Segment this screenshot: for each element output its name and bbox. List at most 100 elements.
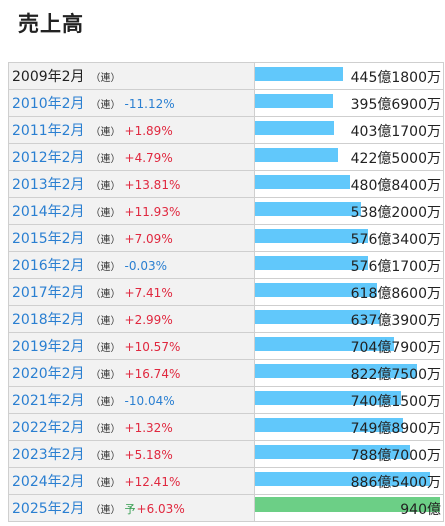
revenue-bar	[255, 94, 333, 108]
basis-label: （連）	[90, 343, 121, 354]
period-label[interactable]: 2015年2月	[12, 231, 85, 247]
period-label[interactable]: 2014年2月	[12, 204, 85, 220]
bar-cell: 538億2000万	[254, 197, 444, 225]
period-label[interactable]: 2023年2月	[12, 447, 85, 463]
bar-cell: 422億5000万	[254, 143, 444, 171]
table-row: 2025年2月 （連） 予+6.03% 940億	[8, 494, 444, 522]
period-label[interactable]: 2022年2月	[12, 420, 85, 436]
bar-cell: 576億1700万	[254, 251, 444, 279]
value-label: 886億5400万	[350, 475, 441, 491]
basis-label: （連）	[90, 478, 121, 489]
period-label[interactable]: 2012年2月	[12, 150, 85, 166]
change-rate: +2.99%	[124, 313, 173, 327]
basis-label: （連）	[90, 505, 121, 516]
row-label: 2025年2月 （連） 予+6.03%	[8, 494, 255, 522]
change-rate: +5.18%	[124, 448, 173, 462]
table-row: 2021年2月 （連） -10.04% 740億1500万	[8, 386, 444, 414]
revenue-bar	[255, 472, 430, 486]
basis-label: （連）	[90, 289, 121, 300]
change-rate: -10.04%	[124, 394, 175, 408]
row-label: 2009年2月 （連）	[8, 62, 255, 90]
period-label[interactable]: 2025年2月	[12, 501, 85, 517]
revenue-table: 2009年2月 （連） 445億1800万 2010年2月 （連） -11.12% 395億…	[8, 62, 444, 522]
period-label[interactable]: 2010年2月	[12, 96, 85, 112]
bar-cell: 704億7900万	[254, 332, 444, 360]
change-rate: +7.41%	[124, 286, 173, 300]
change-rate: +1.89%	[124, 124, 173, 138]
row-label: 2016年2月 （連） -0.03%	[8, 251, 255, 279]
table-row: 2019年2月 （連） +10.57% 704億7900万	[8, 332, 444, 360]
basis-label: （連）	[90, 73, 121, 84]
bar-cell: 637億3900万	[254, 305, 444, 333]
row-label: 2023年2月 （連） +5.18%	[8, 440, 255, 468]
row-label: 2014年2月 （連） +11.93%	[8, 197, 255, 225]
row-label: 2013年2月 （連） +13.81%	[8, 170, 255, 198]
bar-cell: 618億8600万	[254, 278, 444, 306]
value-label: 422億5000万	[350, 151, 441, 167]
bar-cell: 940億	[254, 494, 444, 522]
table-row: 2015年2月 （連） +7.09% 576億3400万	[8, 224, 444, 252]
bar-cell: 749億8900万	[254, 413, 444, 441]
row-label: 2021年2月 （連） -10.04%	[8, 386, 255, 414]
change-rate: -0.03%	[124, 259, 167, 273]
row-label: 2018年2月 （連） +2.99%	[8, 305, 255, 333]
period-label[interactable]: 2011年2月	[12, 123, 85, 139]
value-label: 445億1800万	[350, 70, 441, 86]
table-row: 2013年2月 （連） +13.81% 480億8400万	[8, 170, 444, 198]
period-label[interactable]: 2020年2月	[12, 366, 85, 382]
row-label: 2022年2月 （連） +1.32%	[8, 413, 255, 441]
period-label[interactable]: 2018年2月	[12, 312, 85, 328]
table-row: 2011年2月 （連） +1.89% 403億1700万	[8, 116, 444, 144]
row-label: 2017年2月 （連） +7.41%	[8, 278, 255, 306]
change-rate: +4.79%	[124, 151, 173, 165]
basis-label: （連）	[90, 262, 121, 273]
period-label[interactable]: 2019年2月	[12, 339, 85, 355]
bar-cell: 403億1700万	[254, 116, 444, 144]
value-label: 637億3900万	[350, 313, 441, 329]
basis-label: （連）	[90, 397, 121, 408]
basis-label: （連）	[90, 100, 121, 111]
value-label: 480億8400万	[350, 178, 441, 194]
chart-title: 売上高	[18, 12, 84, 36]
table-row: 2010年2月 （連） -11.12% 395億6900万	[8, 89, 444, 117]
change-rate: +12.41%	[124, 475, 181, 489]
table-row: 2016年2月 （連） -0.03% 576億1700万	[8, 251, 444, 279]
change-rate: +10.57%	[124, 340, 181, 354]
basis-label: （連）	[90, 154, 121, 165]
period-label[interactable]: 2013年2月	[12, 177, 85, 193]
forecast-bar	[255, 497, 440, 512]
bar-cell: 886億5400万	[254, 467, 444, 495]
revenue-bar	[255, 364, 417, 378]
bar-cell: 576億3400万	[254, 224, 444, 252]
value-label: 749億8900万	[350, 421, 441, 437]
bar-cell: 445億1800万	[254, 62, 444, 90]
change-rate: -11.12%	[124, 97, 175, 111]
revenue-bar	[255, 148, 339, 162]
forecast-mark: 予	[124, 503, 136, 516]
period-label[interactable]: 2016年2月	[12, 258, 85, 274]
basis-label: （連）	[90, 127, 121, 138]
table-row: 2018年2月 （連） +2.99% 637億3900万	[8, 305, 444, 333]
row-label: 2012年2月 （連） +4.79%	[8, 143, 255, 171]
change-rate: +11.93%	[124, 205, 181, 219]
basis-label: （連）	[90, 451, 121, 462]
basis-label: （連）	[90, 181, 121, 192]
period-label[interactable]: 2024年2月	[12, 474, 85, 490]
basis-label: （連）	[90, 208, 121, 219]
revenue-bar	[255, 310, 381, 324]
row-label: 2015年2月 （連） +7.09%	[8, 224, 255, 252]
value-label: 704億7900万	[350, 340, 441, 356]
bar-cell: 822億7500万	[254, 359, 444, 387]
bar-cell: 740億1500万	[254, 386, 444, 414]
row-label: 2024年2月 （連） +12.41%	[8, 467, 255, 495]
revenue-bar	[255, 256, 369, 270]
table-row: 2012年2月 （連） +4.79% 422億5000万	[8, 143, 444, 171]
period-label[interactable]: 2009年2月	[12, 69, 85, 85]
value-label: 403億1700万	[350, 124, 441, 140]
revenue-bar	[255, 283, 377, 297]
period-label[interactable]: 2021年2月	[12, 393, 85, 409]
value-label: 395億6900万	[350, 97, 441, 113]
value-label: 740億1500万	[350, 394, 441, 410]
period-label[interactable]: 2017年2月	[12, 285, 85, 301]
change-rate: +6.03%	[136, 502, 185, 516]
